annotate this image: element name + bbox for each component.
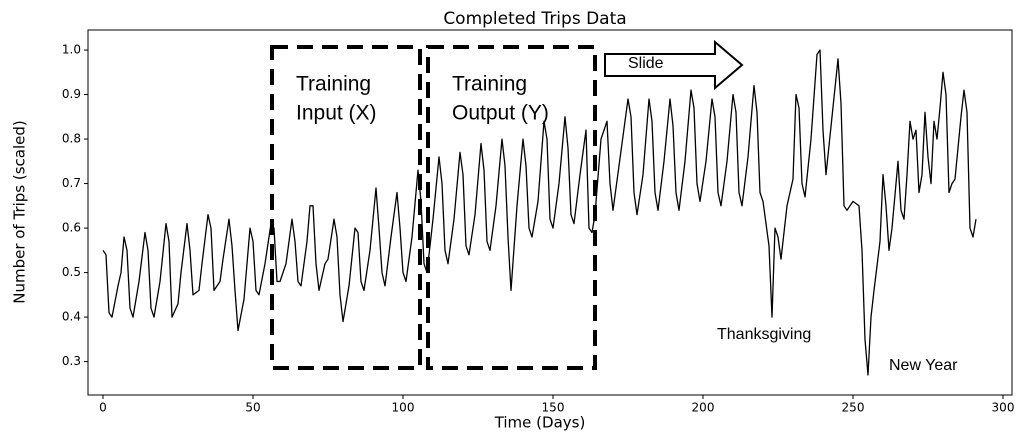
- y-tick-label: 0.7: [62, 176, 81, 190]
- annotation: Training: [452, 73, 527, 96]
- annotation: Training: [296, 73, 371, 96]
- x-tick-label: 300: [992, 401, 1015, 415]
- plot-frame: [87, 29, 1013, 396]
- annotation: Output (Y): [452, 102, 549, 125]
- annotation: Slide: [628, 55, 664, 72]
- slide-arrow: [604, 39, 744, 91]
- y-axis-label: Number of Trips (scaled): [11, 120, 29, 304]
- chart-title: Completed Trips Data: [443, 9, 626, 29]
- annotation-layer: Training Input (X) Training Output (Y) S…: [270, 39, 958, 374]
- x-tick-label: 50: [245, 401, 260, 415]
- x-tick-label: 150: [542, 401, 565, 415]
- annotation: Input (X): [296, 102, 377, 125]
- x-tick-label: 0: [99, 401, 107, 415]
- y-tick-label: 0.4: [62, 310, 81, 324]
- x-axis-label: Time (Days): [494, 414, 586, 432]
- y-tick-label: 0.8: [62, 132, 81, 146]
- x-tick-label: 200: [692, 401, 715, 415]
- y-tick-label: 0.3: [62, 354, 81, 368]
- y-tick-label: 0.6: [62, 221, 81, 235]
- training-input-box: [270, 45, 422, 370]
- annotation: New Year: [889, 357, 958, 374]
- y-tick-label: 0.9: [62, 87, 81, 101]
- y-tick-label: 1.0: [62, 43, 81, 57]
- x-tick-label: 100: [392, 401, 415, 415]
- trips-line: [102, 49, 977, 376]
- annotation: Thanksgiving: [717, 326, 811, 343]
- y-tick-label: 0.5: [62, 265, 81, 279]
- x-tick-label: 250: [842, 401, 865, 415]
